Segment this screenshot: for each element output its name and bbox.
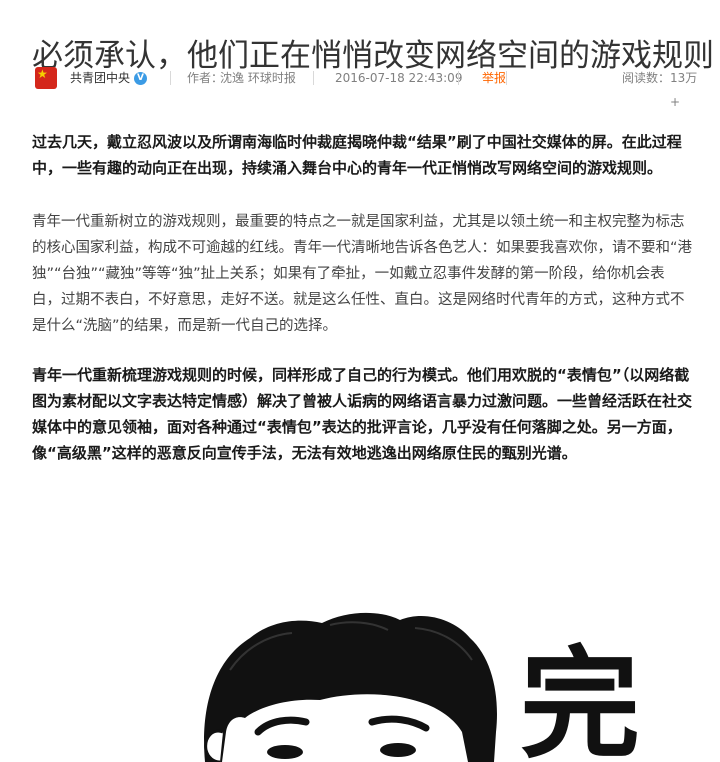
divider xyxy=(506,71,507,85)
star-icon: ★ xyxy=(37,67,48,81)
meme-glyph: 完 xyxy=(520,636,640,762)
divider xyxy=(170,71,171,85)
read-count: 13万+ xyxy=(670,71,698,109)
article-paragraph-1: 过去几天，戴立忍风波以及所谓南海临时仲裁庭揭晓仲裁“结果”刷了中国社交媒体的屏。… xyxy=(32,133,682,177)
publish-date: 2016-07-18 22:43:09 xyxy=(335,71,463,85)
article-title: 必须承认，他们正在悄悄改变网络空间的游戏规则 xyxy=(32,37,714,74)
meme-face-image: 完 xyxy=(204,612,640,762)
right-eye-shape xyxy=(380,743,416,757)
article-paragraph-3: 青年一代重新梳理游戏规则的时候，同样形成了自己的行为模式。他们用欢脱的“表情包”… xyxy=(32,366,693,462)
verified-icon: V xyxy=(134,72,147,85)
flag-icon xyxy=(35,67,57,89)
article-meta: ★ 共青团中央 V 作者： 沈逸 环球时报 2016-07-18 22:43:0… xyxy=(32,66,702,109)
report-link[interactable]: 举报 xyxy=(482,71,507,85)
writer-name: 沈逸 环球时报 xyxy=(220,71,296,85)
writer-label: 作者： xyxy=(187,71,224,85)
meme-illustration: 完 xyxy=(0,470,720,762)
author-name[interactable]: 共青团中央 xyxy=(70,71,131,85)
divider xyxy=(458,71,459,85)
divider xyxy=(313,71,314,85)
read-count-label: 阅读数： xyxy=(622,71,671,85)
article-paragraph-2: 青年一代重新树立的游戏规则，最重要的特点之一就是国家利益，尤其是以领土统一和主权… xyxy=(32,214,693,334)
author-avatar[interactable]: ★ xyxy=(35,67,57,89)
left-eye-shape xyxy=(267,745,303,759)
ear-shape xyxy=(204,729,224,762)
